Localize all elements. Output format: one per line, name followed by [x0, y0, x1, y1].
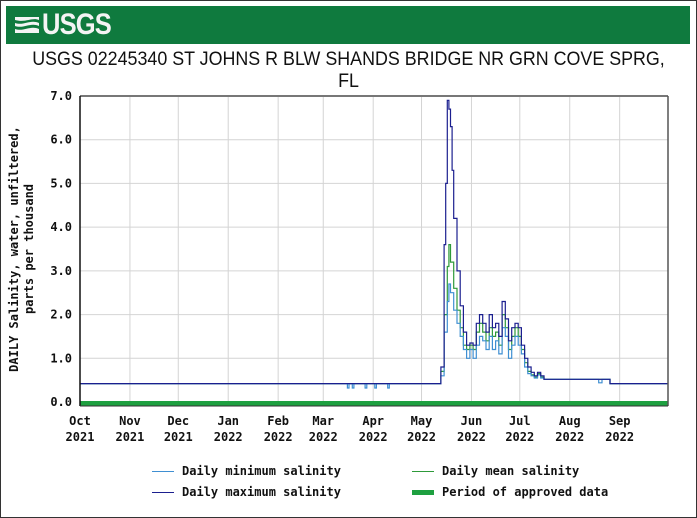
x-tick-label: Jan [217, 414, 239, 428]
gridlines [80, 96, 668, 406]
x-tick-label: Mar [312, 414, 334, 428]
x-tick-label: Feb [267, 414, 289, 428]
x-tick-label: 2022 [605, 430, 634, 444]
y-axis-label-line: parts per thousand [22, 184, 36, 314]
y-tick-label: 0.0 [50, 395, 72, 409]
x-tick-label: 2022 [309, 430, 338, 444]
plot-border [79, 95, 669, 407]
data-series [80, 99, 668, 389]
x-tick-label: Aug [559, 414, 581, 428]
series-daily-minimum-salinity [80, 283, 668, 389]
x-tick-label: 2021 [164, 430, 193, 444]
x-tick-label: 2022 [555, 430, 584, 444]
y-tick-label: 5.0 [50, 176, 72, 190]
usgs-wave-icon [15, 17, 39, 33]
approved-data-bar [80, 401, 668, 406]
x-tick-label: 2022 [407, 430, 436, 444]
y-tick-label: 2.0 [50, 308, 72, 322]
x-tick-label: 2021 [66, 430, 95, 444]
x-tick-label: Nov [119, 414, 141, 428]
y-axis-ticks: 0.0 1.0 2.0 3.0 4.0 5.0 6.0 7.0 [50, 89, 72, 409]
y-axis-label: DAILY Salinity, water, unfiltered, parts … [7, 126, 36, 372]
x-tick-label: 2022 [457, 430, 486, 444]
x-axis-ticks: Oct 2021 Nov 2021 Dec 2021 Jan 2022 Feb 2022 Mar 20… [66, 414, 635, 444]
plot-background [80, 96, 668, 406]
x-tick-label: May [411, 414, 433, 428]
x-tick-label: Jun [461, 414, 483, 428]
legend-swatch-min [152, 470, 174, 472]
x-tick-label: Oct [69, 414, 91, 428]
usgs-logo-text: USGS [42, 8, 112, 41]
legend-label-max: Daily maximum salinity [182, 485, 341, 499]
y-tick-label: 3.0 [50, 264, 72, 278]
x-tick-label: 2021 [115, 430, 144, 444]
y-tick-label: 6.0 [50, 133, 72, 147]
legend-swatch-mean [412, 470, 434, 472]
x-tick-label: 2022 [214, 430, 243, 444]
legend-item-min: Daily minimum salinity [152, 464, 341, 478]
legend-label-min: Daily minimum salinity [182, 464, 341, 478]
legend-item-mean: Daily mean salinity [412, 464, 579, 478]
legend-label-mean: Daily mean salinity [442, 464, 580, 478]
x-tick-label: 2022 [359, 430, 388, 444]
legend-swatch-approved [412, 489, 434, 495]
usgs-banner: USGS [6, 6, 690, 44]
x-tick-label: Dec [167, 414, 189, 428]
legend-item-approved: Period of approved data [412, 485, 608, 499]
legend-label-approved: Period of approved data [442, 485, 609, 499]
usgs-logo[interactable]: USGS [14, 8, 123, 41]
x-tick-label: Jul [509, 414, 531, 428]
y-tick-label: 7.0 [50, 89, 72, 103]
series-daily-maximum-salinity [80, 99, 668, 385]
y-tick-label: 1.0 [50, 351, 72, 365]
legend-swatch-max [152, 491, 174, 493]
x-tick-label: Sep [609, 414, 631, 428]
approved-period-bar [80, 401, 668, 406]
x-tick-label: 2022 [505, 430, 534, 444]
legend-item-max: Daily maximum salinity [152, 485, 341, 499]
x-tick-label: Apr [362, 414, 384, 428]
chart-title: USGS 02245340 ST JOHNS R BLW SHANDS BRID… [32, 49, 665, 92]
y-axis-label-line: DAILY Salinity, water, unfiltered, [7, 126, 21, 372]
y-tick-label: 4.0 [50, 220, 72, 234]
x-tick-label: 2022 [264, 430, 293, 444]
